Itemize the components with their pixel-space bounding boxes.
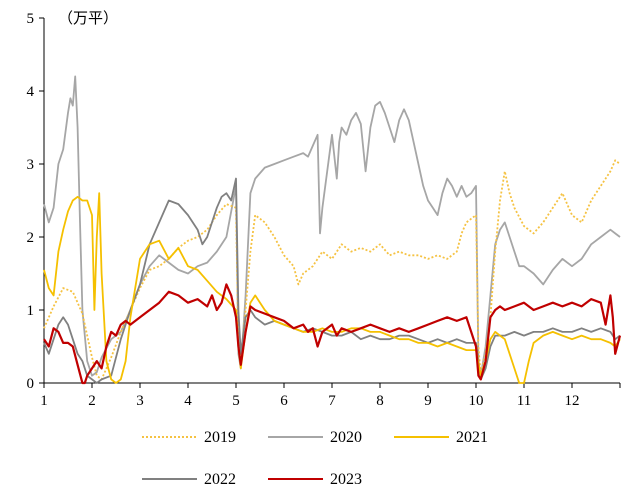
x-tick-label: 6 [280,393,288,409]
x-tick-label: 9 [424,393,432,409]
y-axis-tick-labels: 0 1 2 3 4 5 [27,11,35,392]
legend-label-2020: 2020 [330,429,362,446]
x-tick-label: 11 [517,393,531,409]
y-tick-label: 3 [27,157,35,173]
x-tick-label: 12 [565,393,580,409]
legend-label-2022: 2022 [204,471,236,488]
legend-label-2021: 2021 [456,429,488,446]
x-axis-tick-labels: 1 2 3 4 5 6 7 8 9 10 11 12 [40,393,579,409]
x-tick-label: 4 [184,393,192,409]
x-tick-label: 8 [376,393,384,409]
series-line-2020 [43,75,621,377]
legend-label-2019: 2019 [204,429,236,446]
series-line-2021 [43,192,621,384]
y-tick-label: 2 [27,230,35,246]
series-line-2022 [43,177,621,384]
y-tick-label: 1 [27,303,35,319]
x-tick-label: 7 [328,393,336,409]
legend: 2019 2020 2021 2022 2023 [142,429,488,488]
x-tick-label: 2 [88,393,96,409]
y-tick-label: 0 [27,376,35,392]
unit-label: （万平） [58,9,118,27]
x-tick-label: 10 [469,393,484,409]
x-tick-label: 1 [40,393,48,409]
y-tick-label: 4 [27,84,35,100]
series-line-2023 [43,283,622,385]
y-tick-label: 5 [27,11,35,27]
series-line-2019 [43,159,621,381]
x-tick-label: 3 [136,393,144,409]
x-tick-label: 5 [232,393,240,409]
series-lines [43,75,622,385]
legend-label-2023: 2023 [330,471,362,488]
